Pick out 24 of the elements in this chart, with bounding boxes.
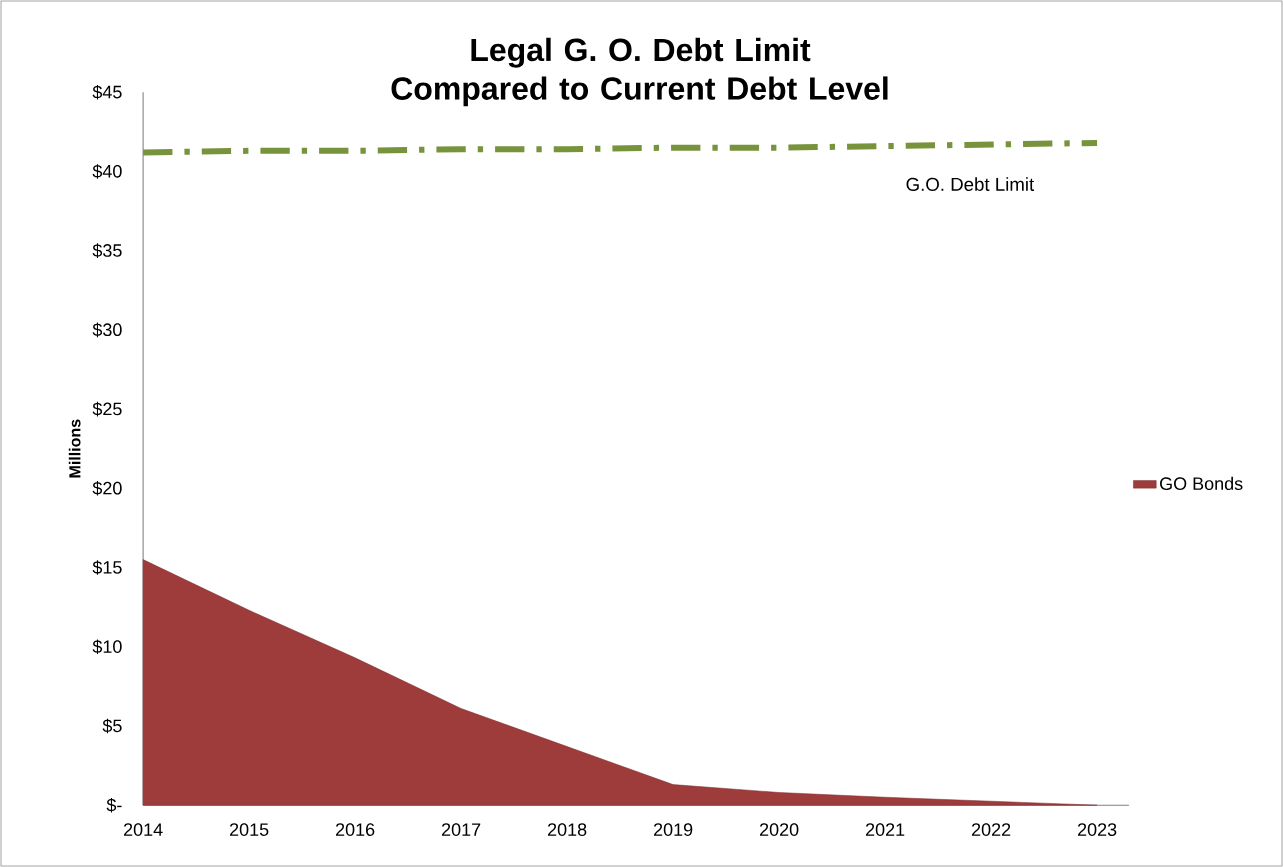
y-axis-title: Millions	[68, 419, 81, 478]
x-tick-label: 2018	[547, 823, 587, 836]
x-tick-label: 2021	[865, 823, 905, 836]
y-tick-label: $10	[92, 639, 122, 655]
y-tick-label: $-	[106, 797, 122, 813]
x-tick-label: 2020	[759, 823, 799, 836]
y-tick-label: $40	[92, 164, 122, 179]
x-tick-label: 2022	[971, 823, 1011, 836]
y-tick-label: $20	[92, 481, 122, 496]
series-label: G.O. Debt Limit	[906, 177, 1035, 191]
y-tick-label: $25	[92, 401, 122, 417]
y-tick-label: $5	[102, 718, 122, 734]
x-tick-label: 2017	[441, 823, 481, 836]
chart-title: Legal G. O. Debt Limit Compared to Current Debt Level	[391, 37, 888, 107]
legend-label: GO Bonds	[1160, 476, 1243, 491]
y-tick-label: $45	[92, 84, 122, 100]
y-tick-label: $15	[92, 560, 122, 575]
x-tick-label: 2016	[335, 823, 375, 836]
x-tick-label: 2023	[1077, 823, 1117, 836]
x-tick-label: 2019	[653, 823, 693, 836]
x-tick-label: 2014	[123, 823, 163, 836]
y-tick-label: $30	[92, 322, 122, 338]
x-tick-label: 2015	[229, 823, 269, 836]
y-tick-label: $35	[92, 243, 122, 258]
